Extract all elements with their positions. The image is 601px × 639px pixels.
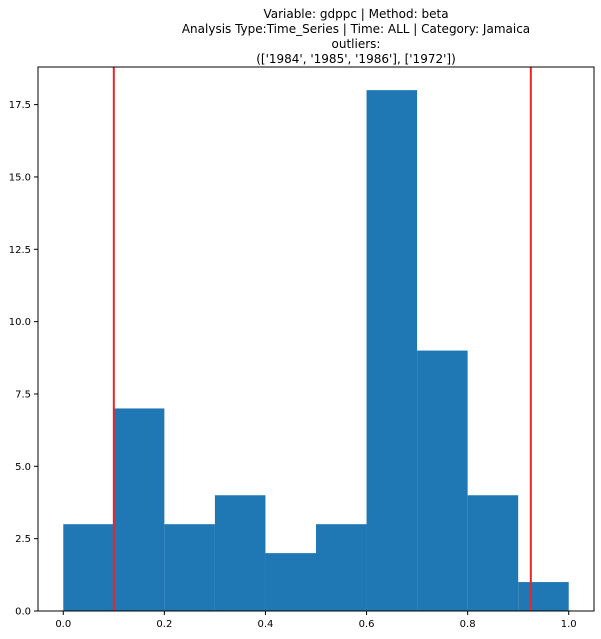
y-tick-label: 10.0 [9, 317, 31, 328]
histogram-bars [63, 90, 569, 612]
chart-title-line-1: Variable: gdppc | Method: beta [263, 7, 448, 21]
histogram-bar [214, 495, 266, 611]
x-axis: 0.0 0.2 0.4 0.6 0.8 1.0 [55, 611, 577, 630]
outlier-threshold-lines [112, 67, 532, 611]
x-tick-label: 0.2 [156, 619, 172, 630]
histogram-bar [164, 524, 215, 611]
x-tick-label: 0.6 [359, 619, 375, 630]
y-tick-label: 7.5 [15, 389, 31, 400]
y-tick-label: 5.0 [15, 462, 31, 473]
x-tick-label: 0.8 [460, 619, 476, 630]
chart-title-line-4: (['1984', '1985', '1986'], ['1972']) [256, 52, 456, 66]
histogram-bar [467, 495, 519, 611]
chart-title: Variable: gdppc | Method: beta Analysis … [182, 7, 530, 66]
x-tick-label: 0.0 [55, 619, 71, 630]
plot-area-frame [37, 66, 595, 612]
y-axis: 0.0 2.5 5.0 7.5 10.0 12.5 15.0 17.5 [9, 100, 38, 618]
histogram-bar [265, 553, 316, 611]
x-tick-label: 0.4 [258, 619, 274, 630]
y-tick-label: 12.5 [9, 245, 31, 256]
x-tick-label: 1.0 [561, 619, 577, 630]
histogram-bar [63, 524, 114, 611]
histogram-bar [113, 408, 165, 611]
histogram-bar [316, 524, 367, 611]
y-tick-label: 0.0 [15, 607, 31, 618]
chart-title-line-3: outliers: [332, 37, 381, 51]
y-tick-label: 2.5 [15, 534, 31, 545]
chart-title-line-2: Analysis Type:Time_Series | Time: ALL | … [182, 22, 530, 36]
y-tick-label: 17.5 [9, 100, 31, 111]
histogram-bar [518, 582, 569, 611]
histogram-bar [366, 90, 418, 612]
histogram-bar [417, 350, 468, 611]
y-tick-label: 15.0 [9, 172, 31, 183]
